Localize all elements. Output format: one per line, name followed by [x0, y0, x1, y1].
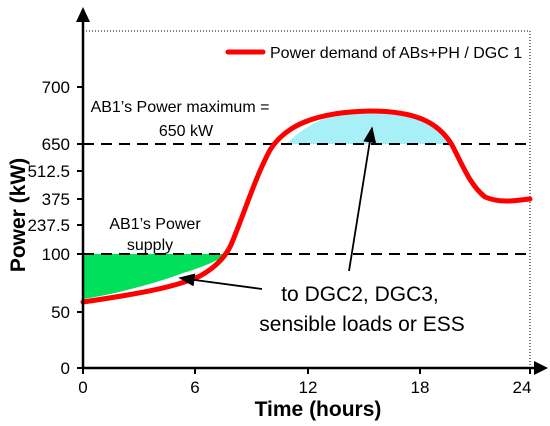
- legend-label: Power demand of ABs+PH / DGC 1: [270, 45, 522, 62]
- y-axis-title: Power (kW): [7, 158, 30, 272]
- y-tick-label: 237.5: [27, 216, 70, 235]
- y-tick-label: 100: [42, 245, 70, 264]
- arrow-to-supply: [178, 273, 263, 290]
- x-tick-label: 6: [190, 378, 199, 397]
- y-axis-arrow: [76, 7, 90, 22]
- arrow-to-excess: [348, 126, 377, 272]
- destination-annotation-line2: sensible loads or ESS: [259, 313, 464, 336]
- power-max-annotation-line2: 650 kW: [159, 123, 214, 140]
- y-tick-label: 512.5: [27, 162, 70, 181]
- y-tick-label: 700: [42, 78, 70, 97]
- x-axis-arrow: [534, 361, 548, 375]
- x-tick-label: 12: [299, 378, 318, 397]
- power-supply-annotation-line1: AB1’s Power: [109, 216, 201, 233]
- y-tick-label: 375: [42, 190, 70, 209]
- y-tick-label: 50: [51, 303, 70, 322]
- x-tick-label: 24: [513, 378, 532, 397]
- x-ticks: [82, 368, 531, 374]
- y-ticks: [77, 86, 83, 369]
- y-tick-label: 0: [61, 359, 70, 378]
- x-axis-title: Time (hours): [255, 398, 382, 421]
- x-tick-label: 0: [78, 378, 87, 397]
- x-tick-label: 18: [411, 378, 430, 397]
- power-max-annotation-line1: AB1’s Power maximum =: [91, 99, 270, 116]
- power-supply-annotation-line2: supply: [127, 237, 173, 254]
- series-power-demand-line: [80, 108, 533, 305]
- destination-annotation-line1: to DGC2, DGC3,: [281, 283, 439, 306]
- power-supply-fill: [83, 254, 228, 299]
- excess-demand-fill: [287, 109, 451, 144]
- y-tick-label: 650: [42, 135, 70, 154]
